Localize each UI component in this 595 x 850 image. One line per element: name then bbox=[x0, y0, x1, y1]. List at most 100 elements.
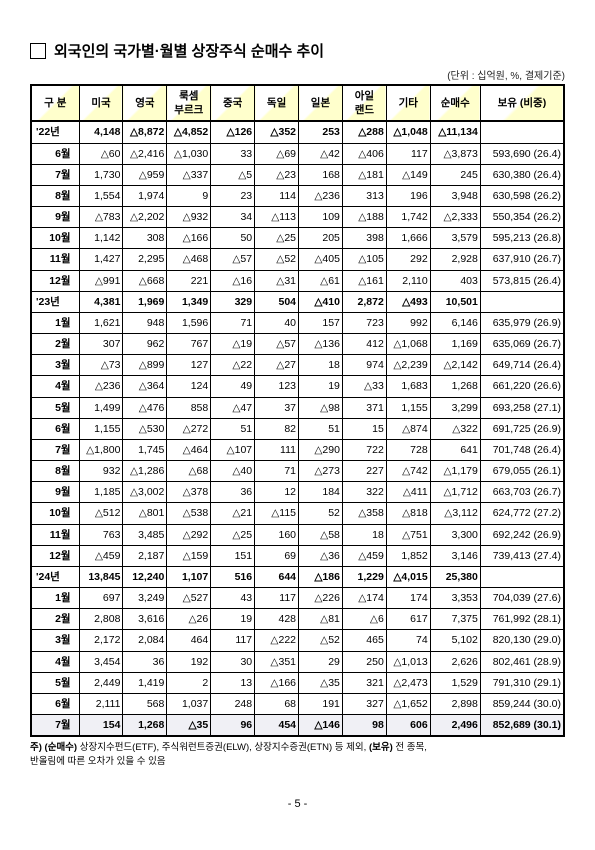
cell: 10,501 bbox=[430, 291, 480, 312]
cell: 568 bbox=[123, 693, 167, 714]
cell: △25 bbox=[211, 524, 255, 545]
cell: △2,239 bbox=[386, 355, 430, 376]
table-row: 5월2,4491,419213△166△35321△2,4731,529791,… bbox=[31, 672, 564, 693]
cell: △411 bbox=[386, 482, 430, 503]
cell: △290 bbox=[299, 439, 343, 460]
cell: 649,714 (26.4) bbox=[480, 355, 564, 376]
cell: 617 bbox=[386, 609, 430, 630]
table-row: 3월2,1722,084464117△222△52465745,102820,1… bbox=[31, 630, 564, 651]
table-row: 8월1,5541,974923114△2363131963,948630,598… bbox=[31, 185, 564, 206]
cell: △459 bbox=[342, 545, 386, 566]
cell: 327 bbox=[342, 693, 386, 714]
cell: 820,130 (29.0) bbox=[480, 630, 564, 651]
footnote-b1: 주) (순매수) bbox=[30, 742, 77, 753]
row-label: '22년 bbox=[31, 121, 79, 143]
cell: △378 bbox=[167, 482, 211, 503]
cell: △4,852 bbox=[167, 121, 211, 143]
cell: 15 bbox=[342, 418, 386, 439]
col-header: 미국 bbox=[79, 85, 123, 121]
row-label: 2월 bbox=[31, 334, 79, 355]
cell: 2,928 bbox=[430, 249, 480, 270]
cell: △226 bbox=[299, 588, 343, 609]
cell: 3,249 bbox=[123, 588, 167, 609]
cell: 637,910 (26.7) bbox=[480, 249, 564, 270]
cell: △742 bbox=[386, 461, 430, 482]
cell: 693,258 (27.1) bbox=[480, 397, 564, 418]
cell bbox=[480, 291, 564, 312]
col-header: 영국 bbox=[123, 85, 167, 121]
cell: △57 bbox=[211, 249, 255, 270]
cell: △5 bbox=[211, 164, 255, 185]
cell: 227 bbox=[342, 461, 386, 482]
cell: △25 bbox=[255, 228, 299, 249]
cell: △107 bbox=[211, 439, 255, 460]
cell: △35 bbox=[299, 672, 343, 693]
cell: 4,148 bbox=[79, 121, 123, 143]
cell: △181 bbox=[342, 164, 386, 185]
cell: 1,742 bbox=[386, 207, 430, 228]
cell: △166 bbox=[167, 228, 211, 249]
cell: 114 bbox=[255, 185, 299, 206]
cell: 2,626 bbox=[430, 651, 480, 672]
cell: △42 bbox=[299, 143, 343, 164]
cell: 329 bbox=[211, 291, 255, 312]
cell: 1,268 bbox=[123, 715, 167, 737]
row-label: 1월 bbox=[31, 312, 79, 333]
col-header: 아일 랜드 bbox=[342, 85, 386, 121]
cell: 123 bbox=[255, 376, 299, 397]
col-header: 일본 bbox=[299, 85, 343, 121]
cell: 573,815 (26.4) bbox=[480, 270, 564, 291]
row-label: 9월 bbox=[31, 207, 79, 228]
cell: 1,268 bbox=[430, 376, 480, 397]
cell: △2,473 bbox=[386, 672, 430, 693]
cell: 3,300 bbox=[430, 524, 480, 545]
cell: △33 bbox=[342, 376, 386, 397]
cell: △991 bbox=[79, 270, 123, 291]
cell: 6,146 bbox=[430, 312, 480, 333]
cell: 2,496 bbox=[430, 715, 480, 737]
cell: 412 bbox=[342, 334, 386, 355]
title-text: 외국인의 국가별·월별 상장주식 순매수 추이 bbox=[54, 40, 324, 61]
cell: △6 bbox=[342, 609, 386, 630]
cell: △2,142 bbox=[430, 355, 480, 376]
cell: △405 bbox=[299, 249, 343, 270]
cell: 127 bbox=[167, 355, 211, 376]
cell: 30 bbox=[211, 651, 255, 672]
cell: 3,299 bbox=[430, 397, 480, 418]
cell: 253 bbox=[299, 121, 343, 143]
cell: 117 bbox=[386, 143, 430, 164]
cell: 1,499 bbox=[79, 397, 123, 418]
cell: 160 bbox=[255, 524, 299, 545]
cell: 36 bbox=[123, 651, 167, 672]
section-title: 외국인의 국가별·월별 상장주식 순매수 추이 bbox=[30, 40, 565, 61]
cell: △406 bbox=[342, 143, 386, 164]
cell: △174 bbox=[342, 588, 386, 609]
cell: 184 bbox=[299, 482, 343, 503]
row-label: 5월 bbox=[31, 672, 79, 693]
table-row: 3월△73△899127△22△2718974△2,239△2,142649,7… bbox=[31, 355, 564, 376]
col-header: 순매수 bbox=[430, 85, 480, 121]
cell: 661,220 (26.6) bbox=[480, 376, 564, 397]
cell: 962 bbox=[123, 334, 167, 355]
cell: 1,169 bbox=[430, 334, 480, 355]
cell: 1,596 bbox=[167, 312, 211, 333]
cell: 43 bbox=[211, 588, 255, 609]
cell: 191 bbox=[299, 693, 343, 714]
cell: 168 bbox=[299, 164, 343, 185]
cell: △159 bbox=[167, 545, 211, 566]
cell: 3,616 bbox=[123, 609, 167, 630]
cell: 550,354 (26.2) bbox=[480, 207, 564, 228]
table-row: 1월1,6219481,59671401577239926,146635,979… bbox=[31, 312, 564, 333]
cell: 25,380 bbox=[430, 566, 480, 587]
cell: 1,529 bbox=[430, 672, 480, 693]
cell: 1,683 bbox=[386, 376, 430, 397]
table-row: '22년4,148△8,872△4,852△126△352253△288△1,0… bbox=[31, 121, 564, 143]
cell: 74 bbox=[386, 630, 430, 651]
cell: 322 bbox=[342, 482, 386, 503]
cell: △136 bbox=[299, 334, 343, 355]
cell: 624,772 (27.2) bbox=[480, 503, 564, 524]
cell: △899 bbox=[123, 355, 167, 376]
cell: 767 bbox=[167, 334, 211, 355]
cell: △58 bbox=[299, 524, 343, 545]
cell: △60 bbox=[79, 143, 123, 164]
